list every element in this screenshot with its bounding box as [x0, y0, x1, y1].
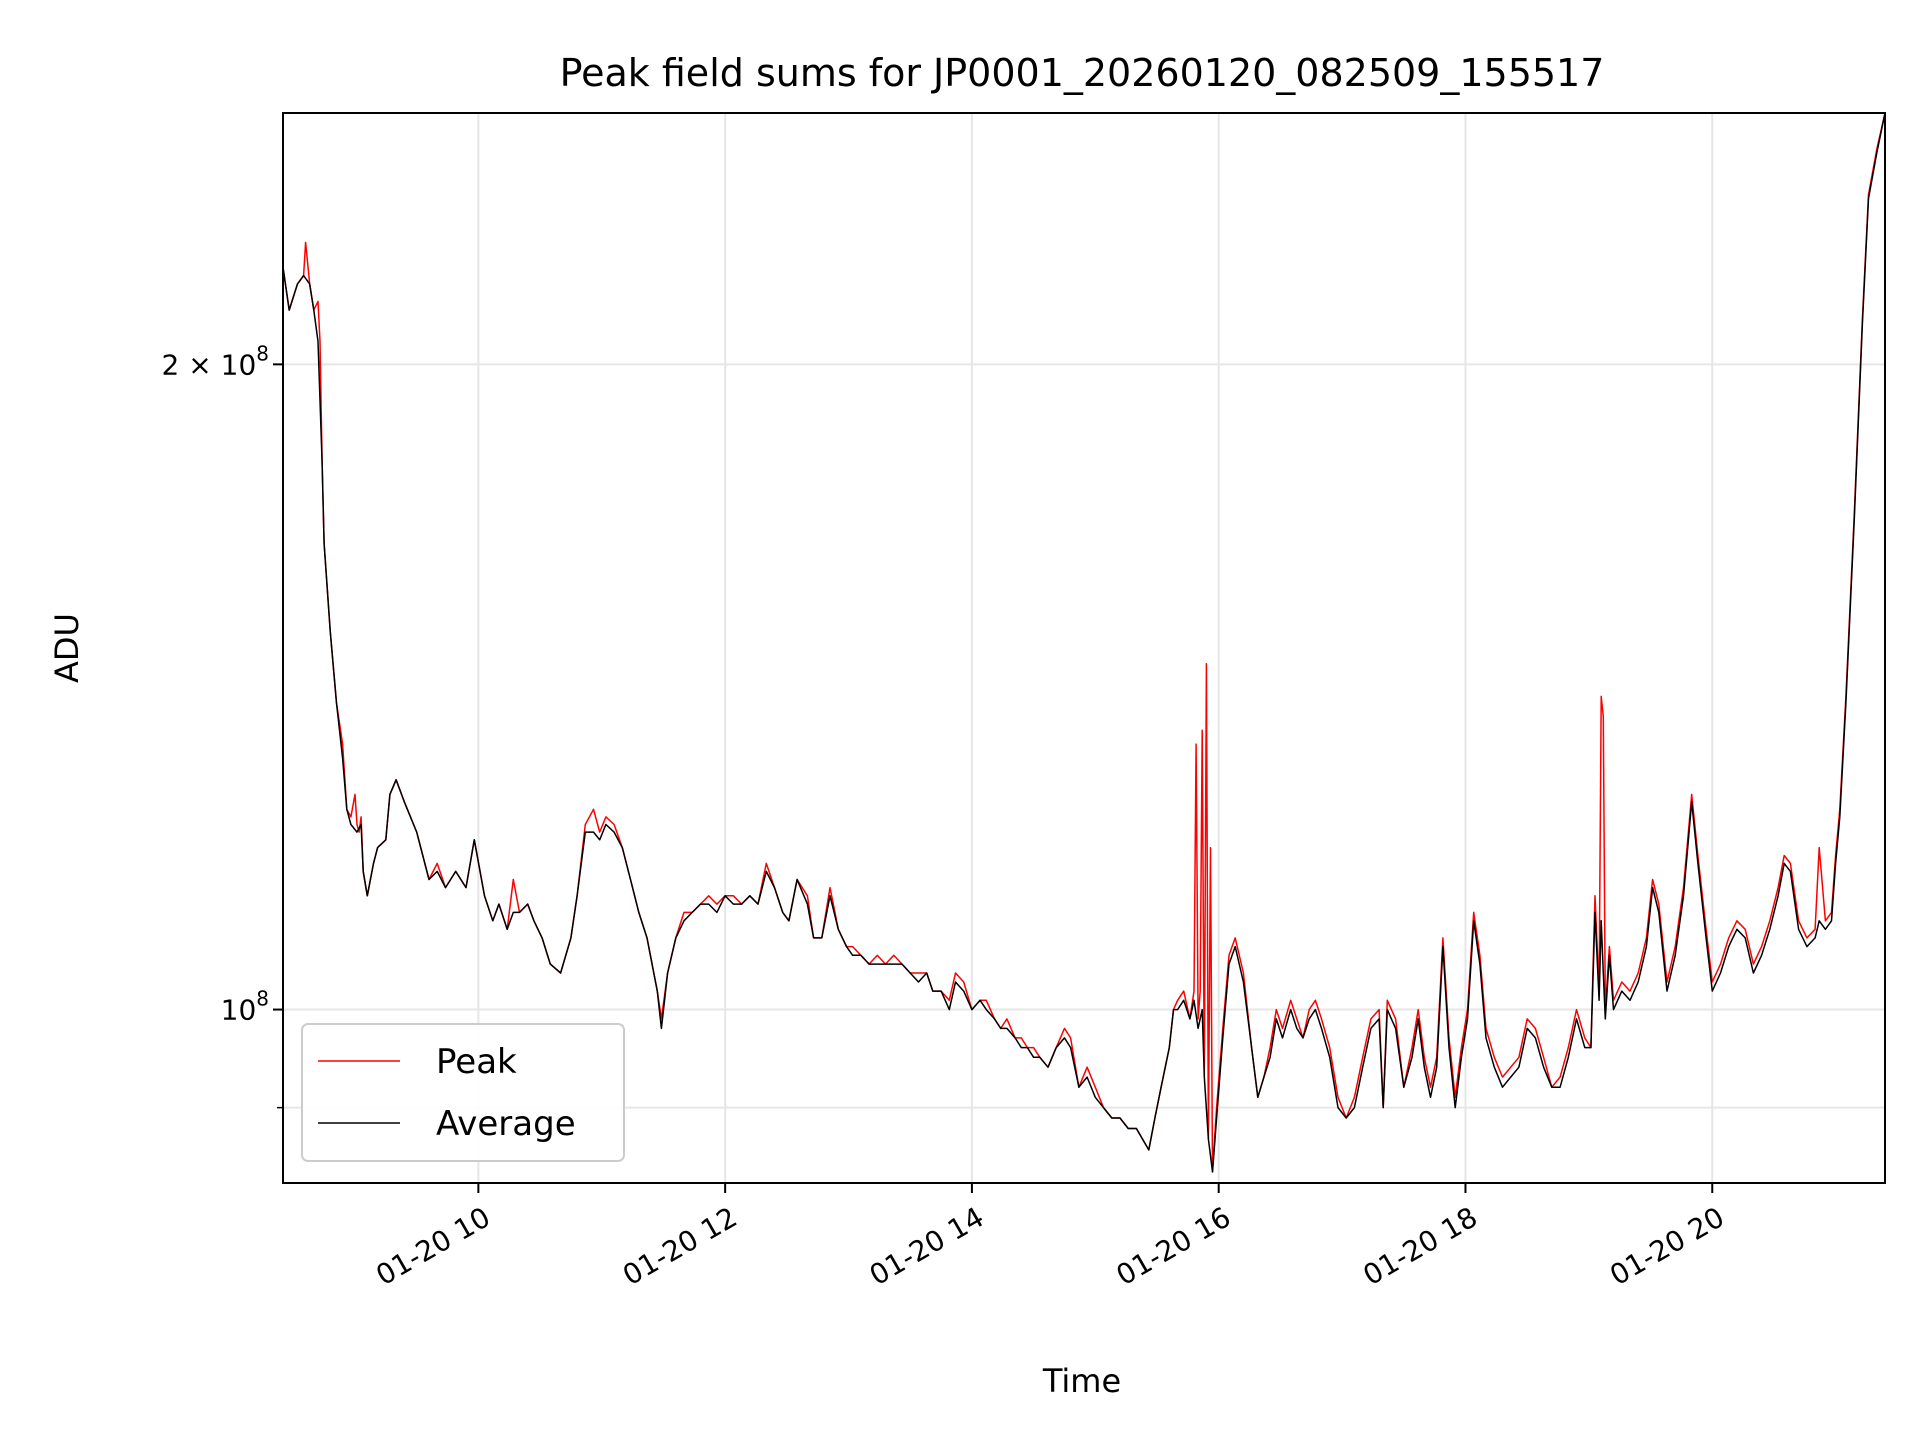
chart-title: Peak field sums for JP0001_20260120_0825…	[560, 51, 1605, 95]
series-layer	[283, 113, 1885, 1173]
series-line-average	[283, 113, 1885, 1173]
x-axis-label: Time	[1042, 1362, 1121, 1400]
y-tick-label-base: 2 × 10	[162, 348, 257, 381]
legend-entry-average: Average	[436, 1104, 576, 1144]
legend-box	[301, 1023, 625, 1162]
y-tick-label-base: 10	[221, 994, 257, 1027]
y-tick-label: 2 × 108	[162, 341, 269, 381]
y-axis-label: ADU	[48, 613, 86, 683]
y-tick-label: 108	[221, 987, 269, 1027]
y-tick-label-exponent: 8	[256, 987, 269, 1011]
legend: Peak Average	[301, 1023, 625, 1162]
y-tick-label-exponent: 8	[256, 341, 269, 365]
plot-frame	[282, 112, 1886, 1184]
legend-entry-peak: Peak	[436, 1042, 517, 1082]
